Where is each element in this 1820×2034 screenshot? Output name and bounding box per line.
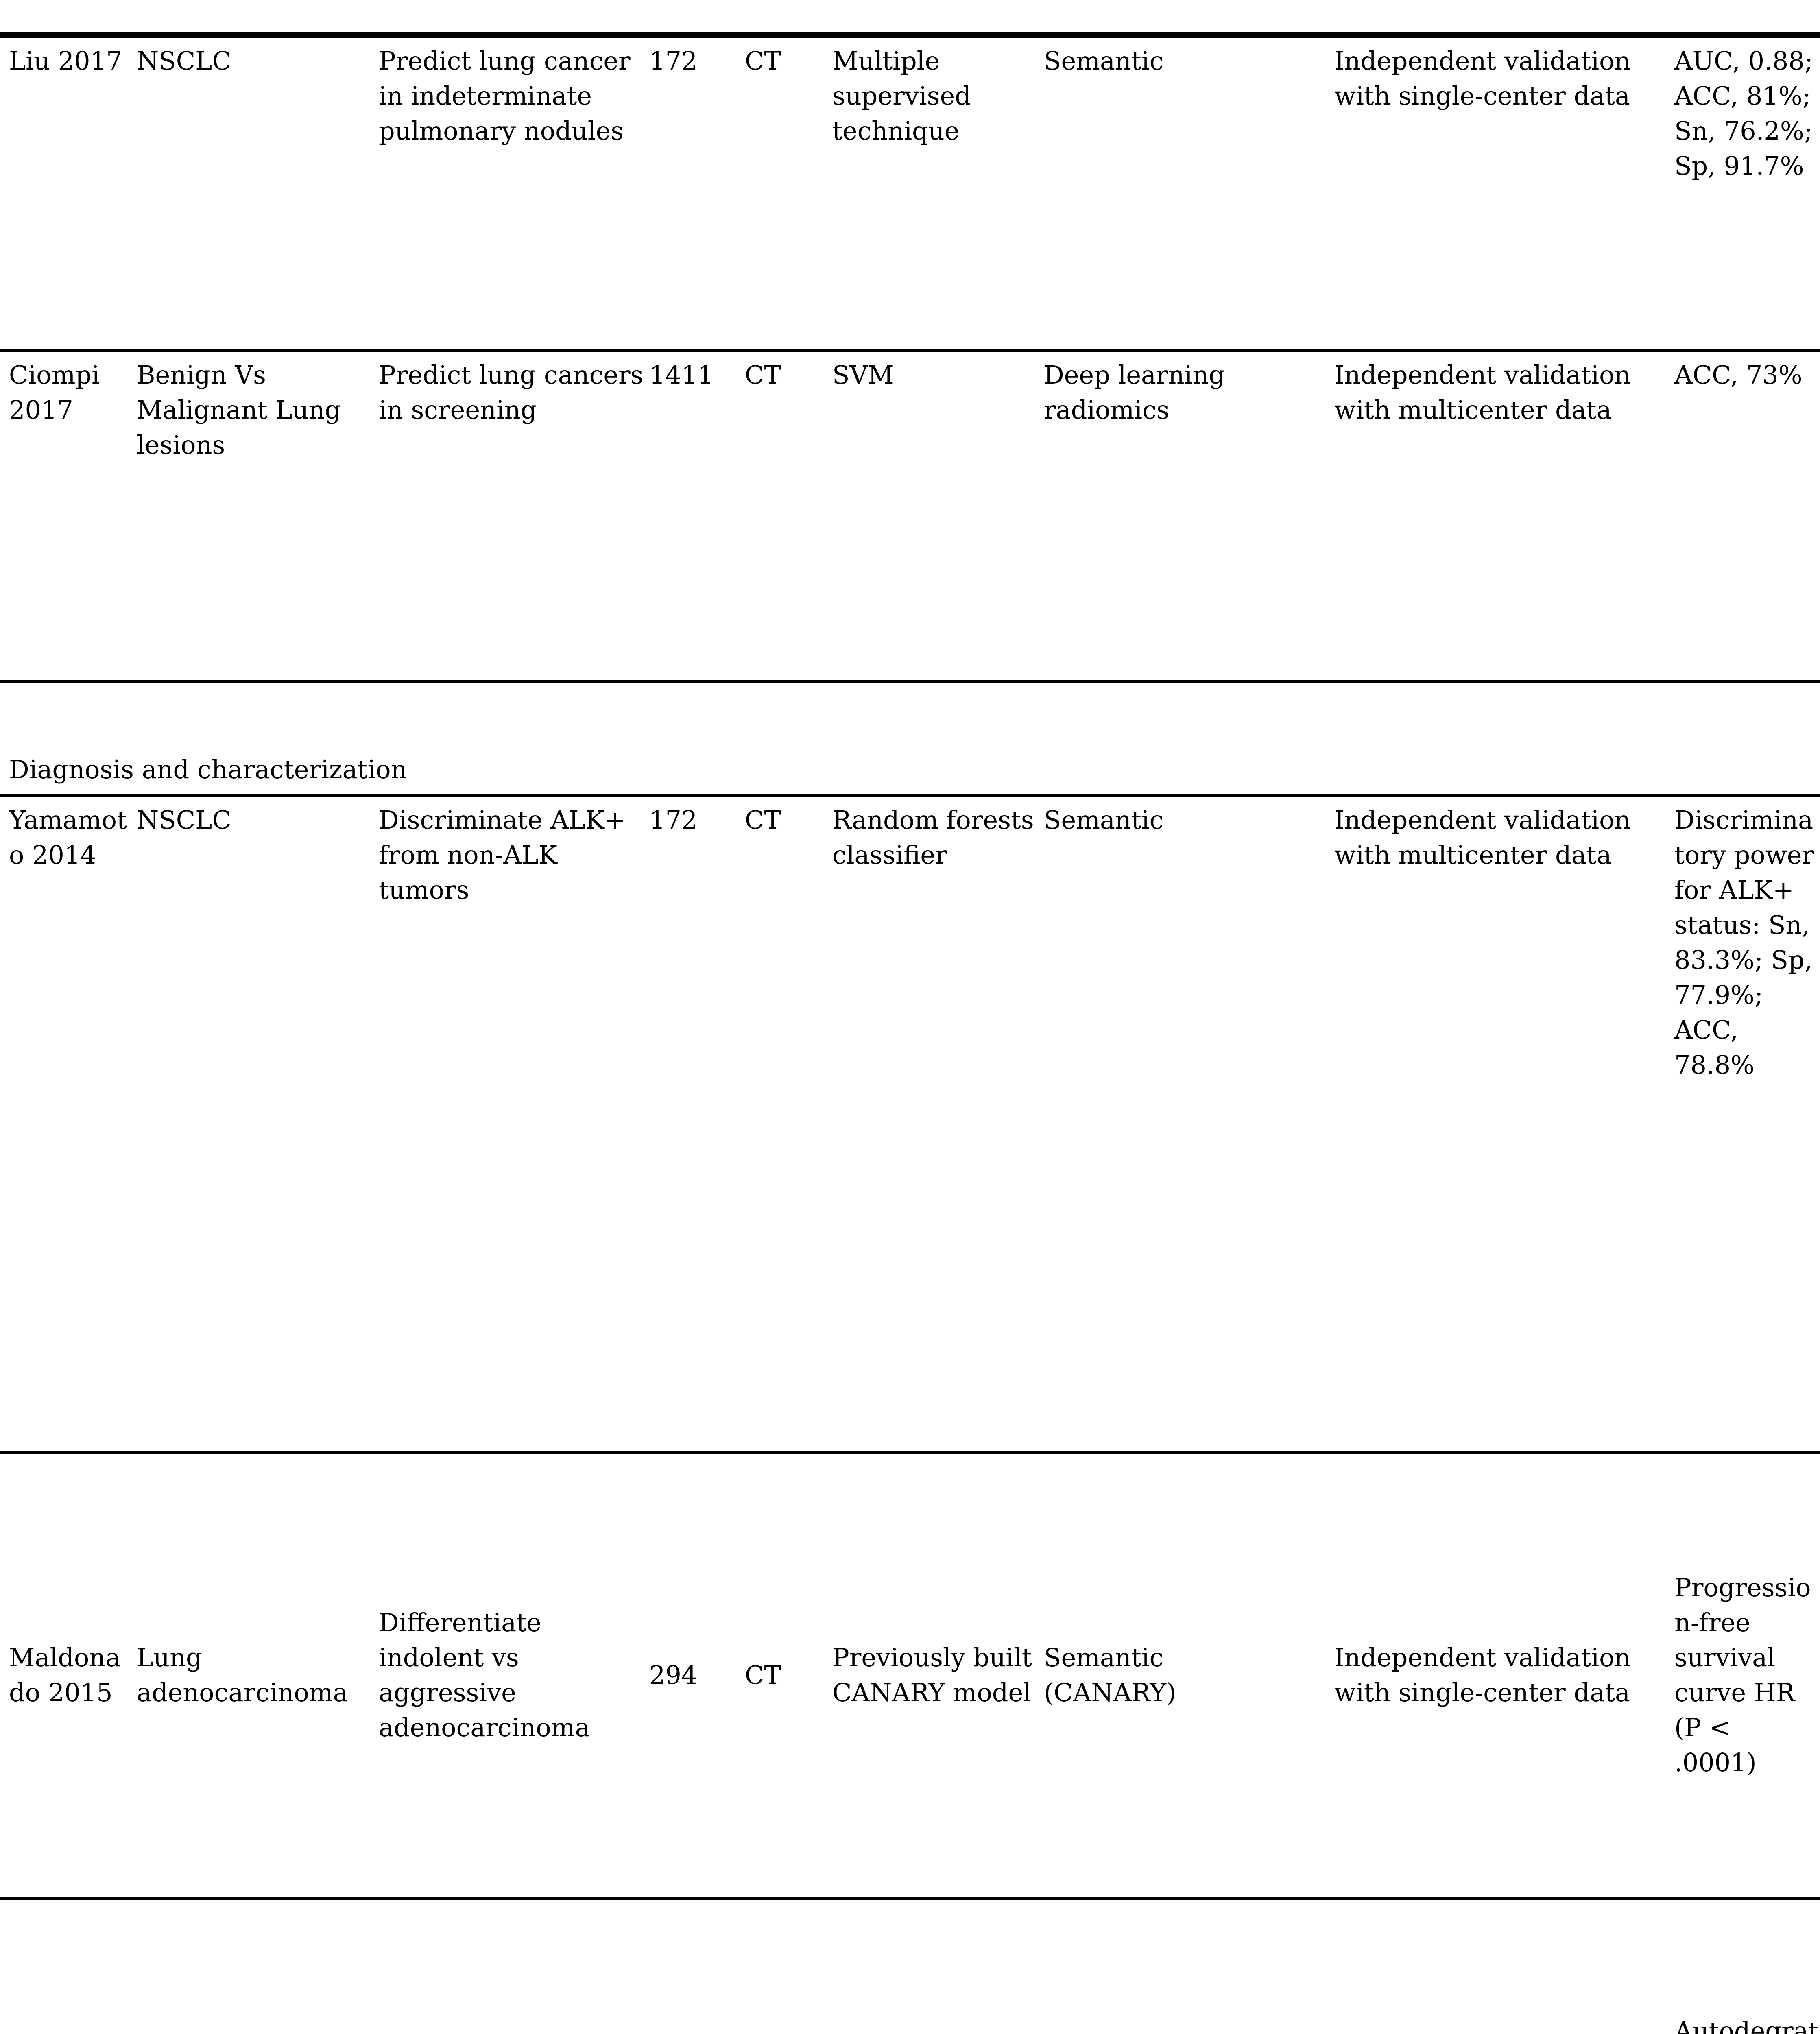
cell-author: Yamamoto 2014 [0, 795, 134, 1454]
cell-n: 294 [647, 1452, 742, 1900]
cell-modality: CT [742, 350, 830, 683]
studies-table: Liu 2017 NSCLC Predict lung cancer in in… [0, 32, 1820, 2034]
cell-modality: CT [742, 795, 830, 1454]
cell-author: Maldonado 2015 [0, 1452, 134, 1900]
cell-objective: Discriminate ALK+ from non-ALK tumors [376, 795, 647, 1454]
cell-disease: NSCLC [134, 1898, 376, 2034]
cell-validation: Independent validation with single-cente… [1330, 35, 1672, 352]
cell-objective: Predict molecular and cellular pathways [376, 1898, 647, 2034]
cell-modality: CT [742, 1898, 830, 2034]
cell-n: 172 [647, 35, 742, 352]
cell-features: Deep learning radiomics [1041, 350, 1330, 683]
cell-features: Semantic [1041, 35, 1330, 352]
cell-n: 351 [647, 1898, 742, 2034]
cell-disease: Lung adenocarcinoma [134, 1452, 376, 1900]
cell-features: Semantic (CANARY) [1041, 1452, 1330, 1900]
cell-validation: Independent validation with multicenter … [1330, 350, 1672, 683]
cell-disease: NSCLC [134, 35, 376, 352]
cell-method: Multiple supervised technique [830, 35, 1041, 352]
cell-n: 1411 [647, 350, 742, 683]
cell-method: SVM [830, 1898, 1041, 2034]
cell-method: Random forests classifier [830, 795, 1041, 1454]
cell-features: Semantic [1041, 795, 1330, 1454]
section-header: Diagnosis and characterization [0, 681, 1820, 797]
cell-results: Discriminatory power for ALK+ status: Sn… [1672, 795, 1820, 1454]
cell-author: Grossmann 2017 [0, 1898, 134, 2034]
cell-method: SVM [830, 350, 1041, 683]
cell-objective: Predict lung cancer in indeterminate pul… [376, 35, 647, 352]
cell-disease: NSCLC [134, 795, 376, 1454]
cell-results: ACC, 73% [1672, 350, 1820, 683]
table-row: Grossmann 2017 NSCLC Predict molecular a… [0, 1898, 1820, 2034]
cell-objective: Differentiate indolent vs aggressive ade… [376, 1452, 647, 1900]
cell-results: Progression-free survival curve HR (P < … [1672, 1452, 1820, 1900]
cell-validation: Independent validation with multicenter … [1330, 1898, 1672, 2034]
cell-disease: Benign Vs Malignant Lung lesions [134, 350, 376, 683]
cell-n: 172 [647, 795, 742, 1454]
cell-validation: Independent validation with multicenter … [1330, 795, 1672, 1454]
cell-results: Autodegration pathway prediction (AUC, 0… [1674, 2016, 1819, 2034]
table-row: Ciompi 2017 Benign Vs Malignant Lung les… [0, 350, 1820, 683]
cell-results: AUC, 0.88; ACC, 81%; Sn, 76.2%; Sp, 91.7… [1672, 35, 1820, 352]
section-header-row: Diagnosis and characterization [0, 681, 1820, 797]
table-row: Yamamoto 2014 NSCLC Discriminate ALK+ fr… [0, 795, 1820, 1454]
cell-modality: CT [742, 1452, 830, 1900]
cell-author: Liu 2017 [0, 35, 134, 352]
cell-modality: CT [742, 35, 830, 352]
cell-method: Previously built CANARY model [830, 1452, 1041, 1900]
table-row: Maldonado 2015 Lung adenocarcinoma Diffe… [0, 1452, 1820, 1900]
cell-objective: Predict lung cancers in screening [376, 350, 647, 683]
table-row: Liu 2017 NSCLC Predict lung cancer in in… [0, 35, 1820, 352]
cell-author: Ciompi 2017 [0, 350, 134, 683]
page: { "table": { "section_header": "Diagnosi… [0, 32, 1820, 2034]
cell-features: Predefined radiomic features [1041, 1898, 1330, 2034]
cell-validation: Independent validation with single-cente… [1330, 1452, 1672, 1900]
